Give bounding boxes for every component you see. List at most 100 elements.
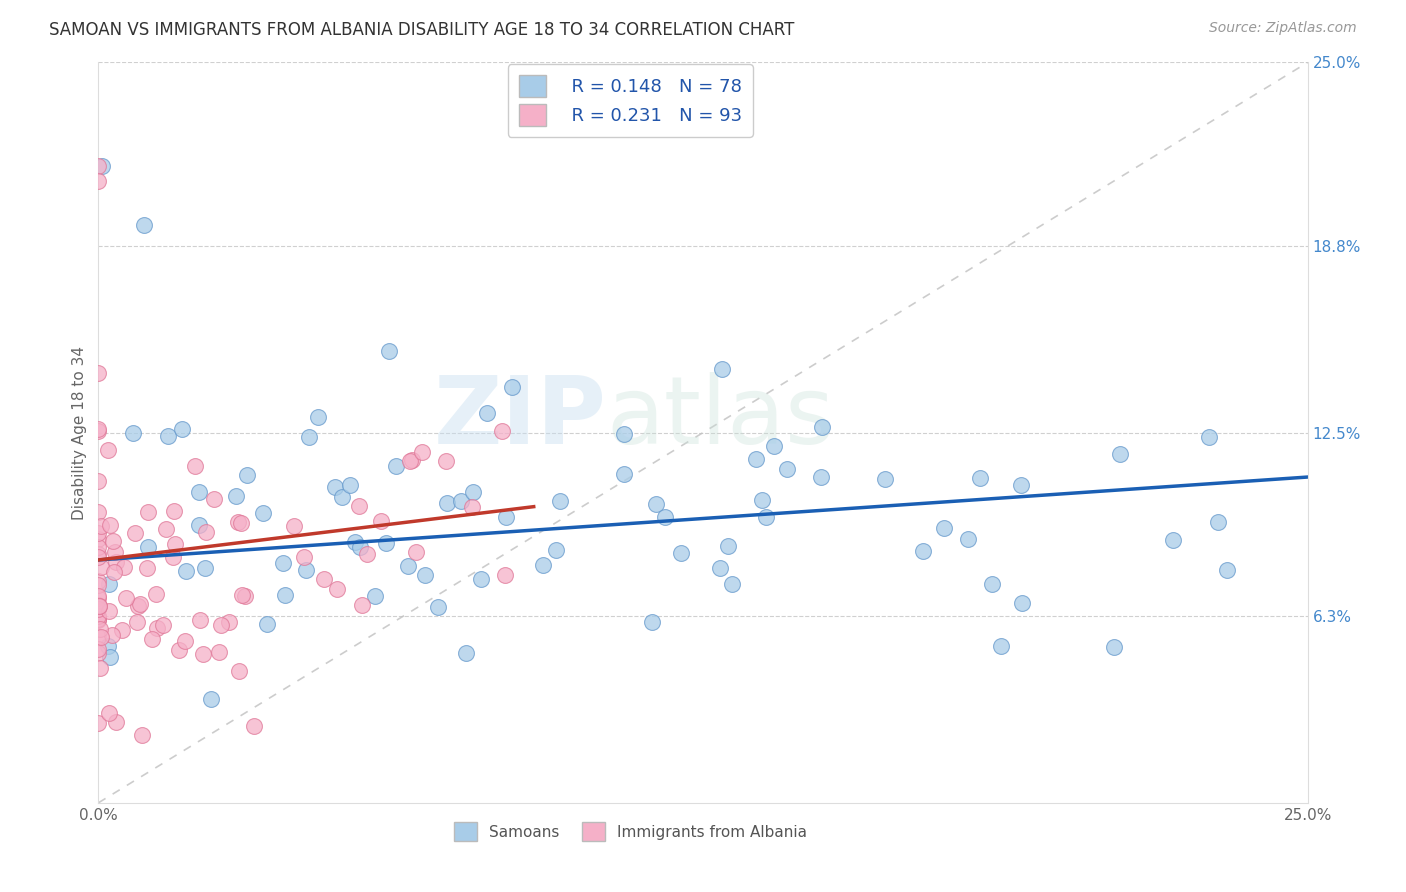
Point [87,599,110,613]
Point [312,572,335,586]
Point [427,599,450,614]
Point [981,576,1004,591]
Point [283,518,305,533]
Point [174,634,197,648]
Point [709,561,731,575]
Point [256,617,278,632]
Point [104,545,127,559]
Point [475,406,498,420]
Point [550,494,572,508]
Point [163,537,186,551]
Point [87,547,110,561]
Point [352,598,374,612]
Point [145,587,167,601]
Point [401,453,423,467]
Point [87,550,110,565]
Point [501,380,523,394]
Point [1102,640,1125,655]
Text: ZIP: ZIP [433,372,606,464]
Point [87,532,110,546]
Point [745,451,768,466]
Point [1161,533,1184,547]
Point [934,521,956,535]
Point [613,467,636,482]
Point [491,424,513,438]
Point [87,367,110,381]
Point [98,706,121,721]
Point [613,426,636,441]
Point [751,493,773,508]
Point [349,540,371,554]
Point [1109,447,1132,461]
Point [363,589,385,603]
Point [325,582,347,596]
Point [163,504,186,518]
Point [87,425,110,439]
Text: SAMOAN VS IMMIGRANTS FROM ALBANIA DISABILITY AGE 18 TO 34 CORRELATION CHART: SAMOAN VS IMMIGRANTS FROM ALBANIA DISABI… [49,21,794,38]
Point [125,615,148,630]
Point [156,428,179,442]
Point [101,628,124,642]
Point [252,507,274,521]
Text: Source: ZipAtlas.com: Source: ZipAtlas.com [1209,21,1357,35]
Point [111,623,134,637]
Point [172,422,194,436]
Point [450,494,472,508]
Point [396,558,419,573]
Point [385,458,408,473]
Point [135,561,157,575]
Point [307,409,329,424]
Point [292,549,315,564]
Point [87,474,110,488]
Point [162,550,184,565]
Point [115,591,138,605]
Point [209,618,232,632]
Point [776,462,799,476]
Y-axis label: Disability Age 18 to 34: Disability Age 18 to 34 [72,345,87,520]
Point [343,535,366,549]
Point [128,597,150,611]
Point [188,518,211,533]
Point [98,518,121,533]
Point [145,621,167,635]
Point [127,599,149,613]
Point [370,514,392,528]
Point [122,426,145,441]
Point [87,589,110,603]
Point [89,622,111,636]
Point [90,519,112,533]
Point [990,639,1012,653]
Point [225,489,247,503]
Point [87,599,110,614]
Point [231,588,253,602]
Point [669,546,692,560]
Point [155,522,177,536]
Point [87,574,110,588]
Point [273,556,295,570]
Point [641,615,664,629]
Point [873,472,896,486]
Point [105,555,128,569]
Point [274,588,297,602]
Point [97,640,120,654]
Point [405,544,427,558]
Point [87,601,110,615]
Point [1198,430,1220,444]
Point [463,485,485,500]
Point [218,615,240,629]
Point [710,362,733,376]
Point [912,543,935,558]
Point [356,547,378,561]
Point [460,500,482,514]
Point [546,543,568,558]
Point [87,613,110,627]
Point [174,564,197,578]
Point [202,492,225,507]
Point [454,646,477,660]
Point [136,541,159,555]
Point [1010,478,1032,492]
Point [243,719,266,733]
Point [87,422,110,436]
Legend: Samoans, Immigrants from Albania: Samoans, Immigrants from Albania [447,816,813,847]
Point [413,568,436,582]
